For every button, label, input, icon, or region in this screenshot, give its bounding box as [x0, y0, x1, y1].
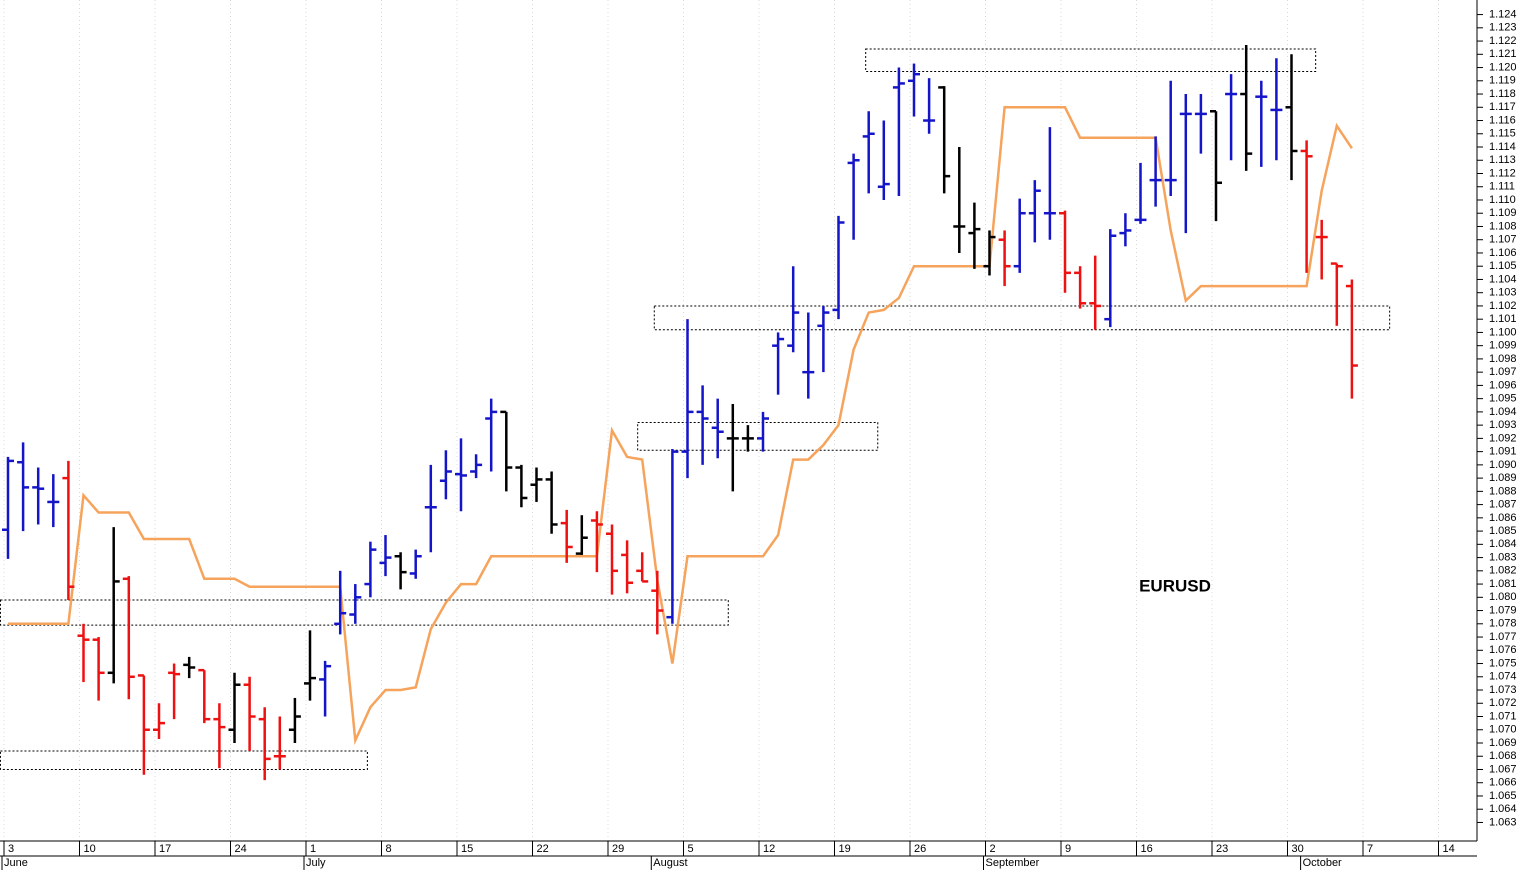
- y-tick-label: 1.101: [1489, 313, 1517, 325]
- x-tick-label: 24: [235, 843, 247, 855]
- y-tick-label: 1.119: [1489, 75, 1516, 87]
- x-tick-label: 14: [1443, 843, 1455, 855]
- y-tick-label: 1.064: [1489, 803, 1517, 815]
- x-tick-label: 22: [537, 843, 549, 855]
- y-tick-label: 1.094: [1489, 406, 1517, 418]
- x-tick-label: 12: [763, 843, 775, 855]
- x-tick-label: 3: [8, 843, 14, 855]
- x-tick-label: 10: [84, 843, 96, 855]
- y-tick-label: 1.085: [1489, 525, 1517, 537]
- y-tick-label: 1.093: [1489, 419, 1517, 431]
- y-tick-label: 1.073: [1489, 684, 1517, 696]
- y-tick-label: 1.079: [1489, 604, 1517, 616]
- y-tick-label: 1.097: [1489, 366, 1517, 378]
- x-tick-label: 2: [990, 843, 996, 855]
- y-tick-label: 1.107: [1489, 234, 1517, 246]
- y-tick-label: 1.087: [1489, 499, 1517, 511]
- y-tick-label: 1.103: [1489, 287, 1517, 299]
- x-tick-label: 9: [1065, 843, 1071, 855]
- x-tick-label: 8: [386, 843, 392, 855]
- y-tick-label: 1.120: [1489, 61, 1517, 73]
- y-tick-label: 1.081: [1489, 578, 1517, 590]
- y-tick-label: 1.074: [1489, 671, 1517, 683]
- y-tick-label: 1.069: [1489, 737, 1517, 749]
- zone: [0, 599, 729, 626]
- y-tick-label: 1.121: [1489, 48, 1517, 60]
- y-tick-label: 1.072: [1489, 697, 1517, 709]
- chart-title: EURUSD: [1139, 576, 1211, 595]
- x-tick-label: 23: [1216, 843, 1228, 855]
- y-tick-label: 1.109: [1489, 207, 1517, 219]
- y-tick-label: 1.067: [1489, 763, 1517, 775]
- y-tick-label: 1.105: [1489, 260, 1517, 272]
- x-tick-label: 15: [461, 843, 473, 855]
- x-tick-label: 30: [1292, 843, 1304, 855]
- zone: [637, 421, 879, 451]
- month-label: October: [1303, 857, 1342, 869]
- y-tick-label: 1.100: [1489, 326, 1517, 338]
- y-tick-label: 1.115: [1489, 128, 1516, 140]
- y-tick-label: 1.088: [1489, 485, 1517, 497]
- y-tick-label: 1.075: [1489, 657, 1517, 669]
- y-tick-label: 1.090: [1489, 459, 1517, 471]
- month-label: September: [986, 857, 1040, 869]
- y-tick-label: 1.080: [1489, 591, 1517, 603]
- x-tick-label: 16: [1141, 843, 1153, 855]
- y-tick-label: 1.110: [1489, 194, 1516, 206]
- y-tick-label: 1.118: [1489, 88, 1516, 100]
- zone: [0, 750, 368, 770]
- y-tick-label: 1.077: [1489, 631, 1517, 643]
- y-tick-label: 1.102: [1489, 300, 1517, 312]
- y-tick-label: 1.112: [1489, 167, 1516, 179]
- y-tick-label: 1.113: [1489, 154, 1516, 166]
- y-tick-label: 1.063: [1489, 816, 1517, 828]
- y-tick-label: 1.116: [1489, 114, 1516, 126]
- x-tick-label: 7: [1367, 843, 1373, 855]
- y-tick-label: 1.070: [1489, 724, 1517, 736]
- y-tick-label: 1.104: [1489, 273, 1517, 285]
- y-tick-label: 1.106: [1489, 247, 1517, 259]
- zone: [653, 305, 1391, 331]
- y-tick-label: 1.123: [1489, 22, 1517, 34]
- y-tick-label: 1.086: [1489, 512, 1517, 524]
- y-tick-label: 1.098: [1489, 353, 1517, 365]
- x-tick-label: 29: [612, 843, 624, 855]
- y-tick-label: 1.078: [1489, 618, 1517, 630]
- overlay-line: [8, 106, 1353, 746]
- zone: [865, 48, 1317, 73]
- y-tick-label: 1.071: [1489, 710, 1517, 722]
- y-tick-label: 1.114: [1489, 141, 1516, 153]
- y-tick-label: 1.089: [1489, 472, 1517, 484]
- y-tick-label: 1.096: [1489, 379, 1517, 391]
- y-tick-label: 1.076: [1489, 644, 1517, 656]
- y-tick-label: 1.091: [1489, 446, 1517, 458]
- x-tick-label: 17: [159, 843, 171, 855]
- y-tick-label: 1.084: [1489, 538, 1517, 550]
- y-tick-label: 1.068: [1489, 750, 1517, 762]
- y-tick-label: 1.108: [1489, 220, 1517, 232]
- y-tick-label: 1.124: [1489, 8, 1517, 20]
- y-tick-label: 1.092: [1489, 432, 1517, 444]
- y-tick-label: 1.065: [1489, 790, 1517, 802]
- y-tick-label: 1.095: [1489, 393, 1517, 405]
- x-tick-label: 26: [914, 843, 926, 855]
- y-tick-label: 1.122: [1489, 35, 1517, 47]
- y-tick-label: 1.082: [1489, 565, 1517, 577]
- x-tick-label: 5: [688, 843, 694, 855]
- y-tick-label: 1.066: [1489, 777, 1517, 789]
- x-tick-label: 1: [310, 843, 316, 855]
- month-label: August: [653, 857, 687, 869]
- y-tick-label: 1.117: [1489, 101, 1516, 113]
- month-label: June: [4, 857, 28, 869]
- month-label: July: [306, 857, 326, 869]
- y-tick-label: 1.099: [1489, 340, 1517, 352]
- x-tick-label: 19: [839, 843, 851, 855]
- y-tick-label: 1.111: [1489, 181, 1515, 193]
- y-tick-label: 1.083: [1489, 551, 1517, 563]
